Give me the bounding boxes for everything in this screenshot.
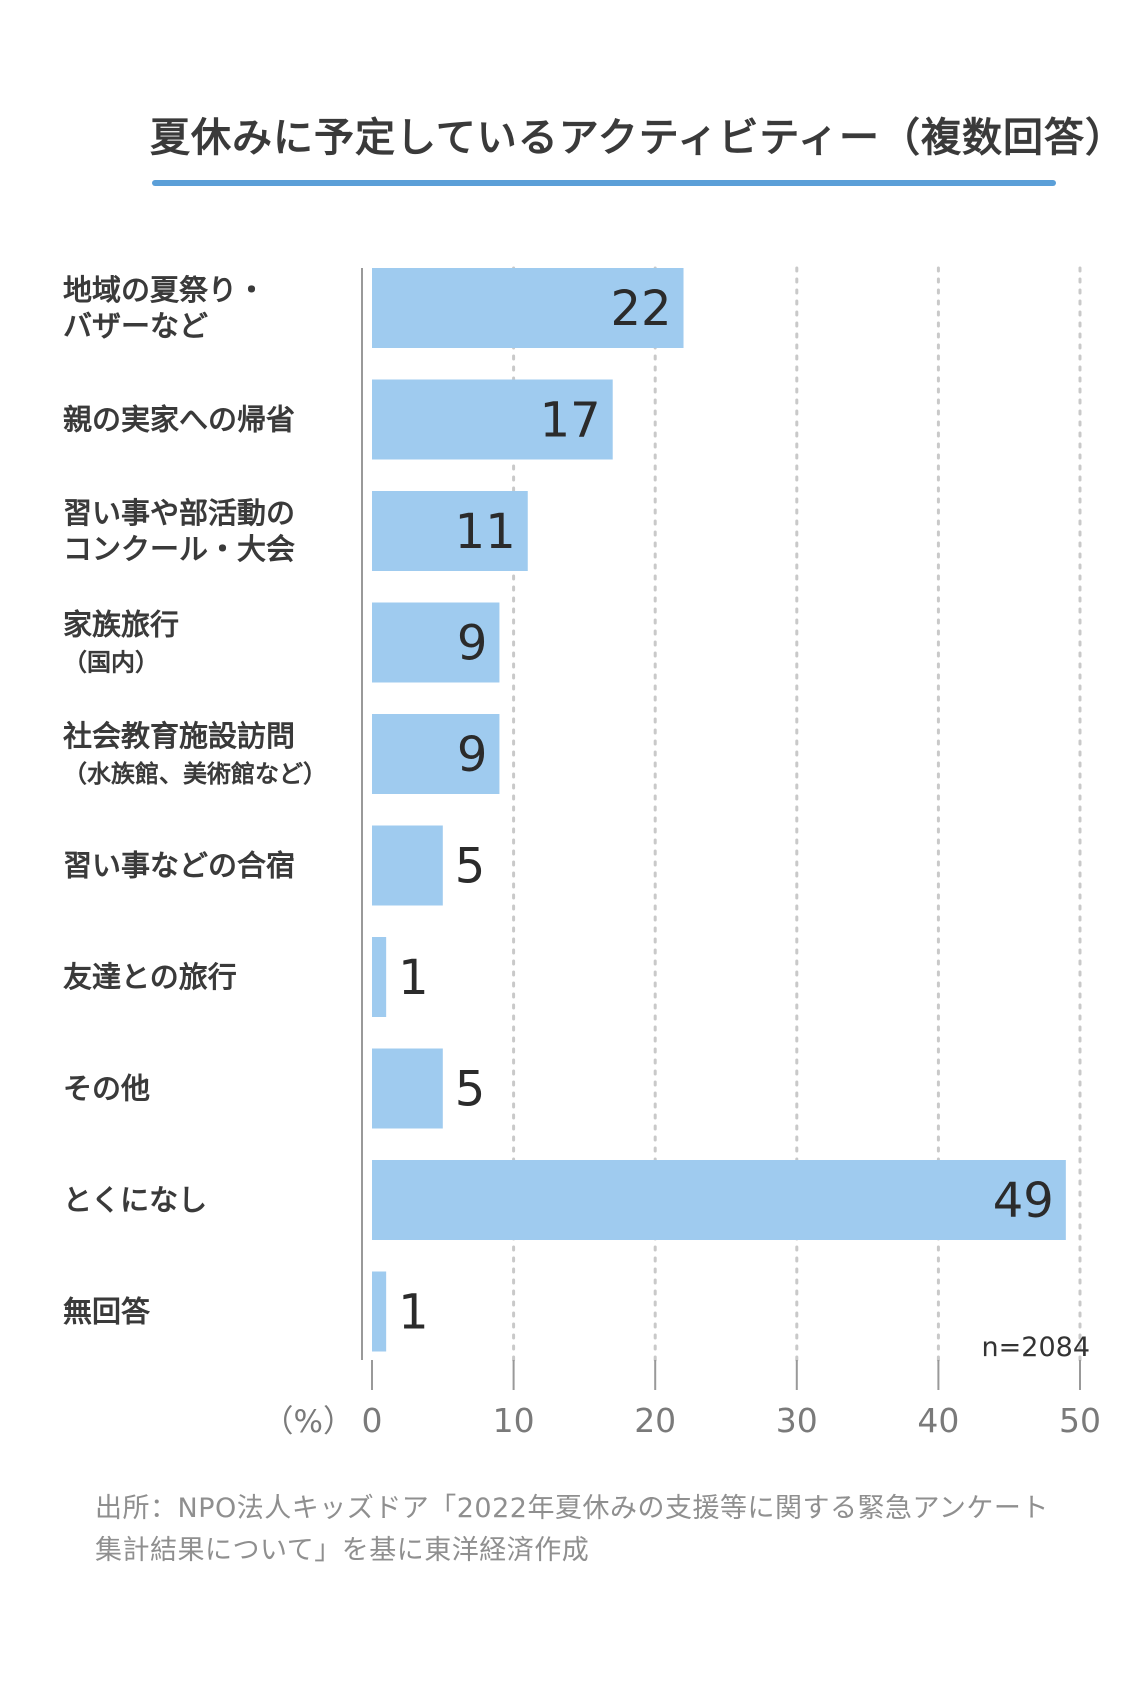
bar-9 (372, 1271, 387, 1352)
source-line-1: 出所：NPO法人キッズドア「2022年夏休みの支援等に関する緊急アンケート (95, 1493, 1049, 1524)
bar-chart: 0 10 20 30 40 50（%）22地域の夏祭り・バザーなど17親の実家への帰省11… (63, 266, 1101, 1440)
category-label-3-0: 家族旅行 (63, 608, 179, 642)
tick-label-50: 50 (1059, 1401, 1101, 1440)
tick-label-0: 0 (362, 1401, 383, 1440)
category-label-2-1: コンクール・大会 (63, 532, 295, 566)
tick-label-40: 40 (917, 1401, 959, 1440)
category-label-5-0: 習い事などの合宿 (63, 849, 295, 883)
data-label-8: 49 (993, 1173, 1054, 1229)
data-label-7: 5 (455, 1062, 486, 1118)
tick-label-10: 10 (493, 1401, 535, 1440)
category-label-7-0: その他 (63, 1072, 150, 1106)
category-label-4-0: 社会教育施設訪問 (63, 719, 295, 753)
bar-6 (372, 937, 387, 1017)
sample-size-note: n=2084 (982, 1332, 1090, 1363)
category-label-8-0: とくになし (63, 1183, 207, 1217)
category-label-0-0: 地域の夏祭り・ (63, 273, 266, 307)
category-label-4-1: （水族館、美術館など） (63, 760, 327, 788)
data-label-1: 17 (540, 393, 601, 449)
data-label-0: 22 (610, 281, 671, 337)
title-underline (152, 180, 1056, 186)
data-label-9: 1 (398, 1285, 429, 1341)
source-note: 出所：NPO法人キッズドア「2022年夏休みの支援等に関する緊急アンケート 集計… (95, 1488, 1075, 1572)
data-label-2: 11 (455, 504, 516, 560)
category-label-0-1: バザーなど (63, 309, 208, 343)
source-line-2: 集計結果について」を基に東洋経済作成 (95, 1535, 590, 1566)
bar-3 (372, 602, 500, 683)
data-label-6: 1 (398, 950, 429, 1006)
bar-4 (372, 714, 500, 794)
chart-title: 夏休みに予定しているアクティビティー（複数回答） (150, 115, 1126, 161)
bar-8 (372, 1160, 1066, 1240)
data-label-4: 9 (457, 727, 488, 783)
category-label-3-1: （国内） (63, 649, 159, 677)
bar-5 (372, 825, 443, 906)
tick-label-20: 20 (634, 1401, 676, 1440)
tick-label-30: 30 (776, 1401, 818, 1440)
category-label-1-0: 親の実家への帰省 (63, 403, 295, 437)
bar-7 (372, 1048, 443, 1129)
category-label-6-0: 友達との旅行 (63, 960, 237, 994)
bar-2 (372, 491, 528, 571)
data-label-5: 5 (455, 839, 486, 895)
bar-1 (372, 379, 613, 460)
category-label-2-0: 習い事や部活動の (63, 496, 295, 530)
bar-0 (372, 268, 684, 348)
category-label-9-0: 無回答 (63, 1295, 151, 1329)
data-label-3: 9 (457, 616, 488, 672)
unit-label: （%） (263, 1404, 354, 1440)
